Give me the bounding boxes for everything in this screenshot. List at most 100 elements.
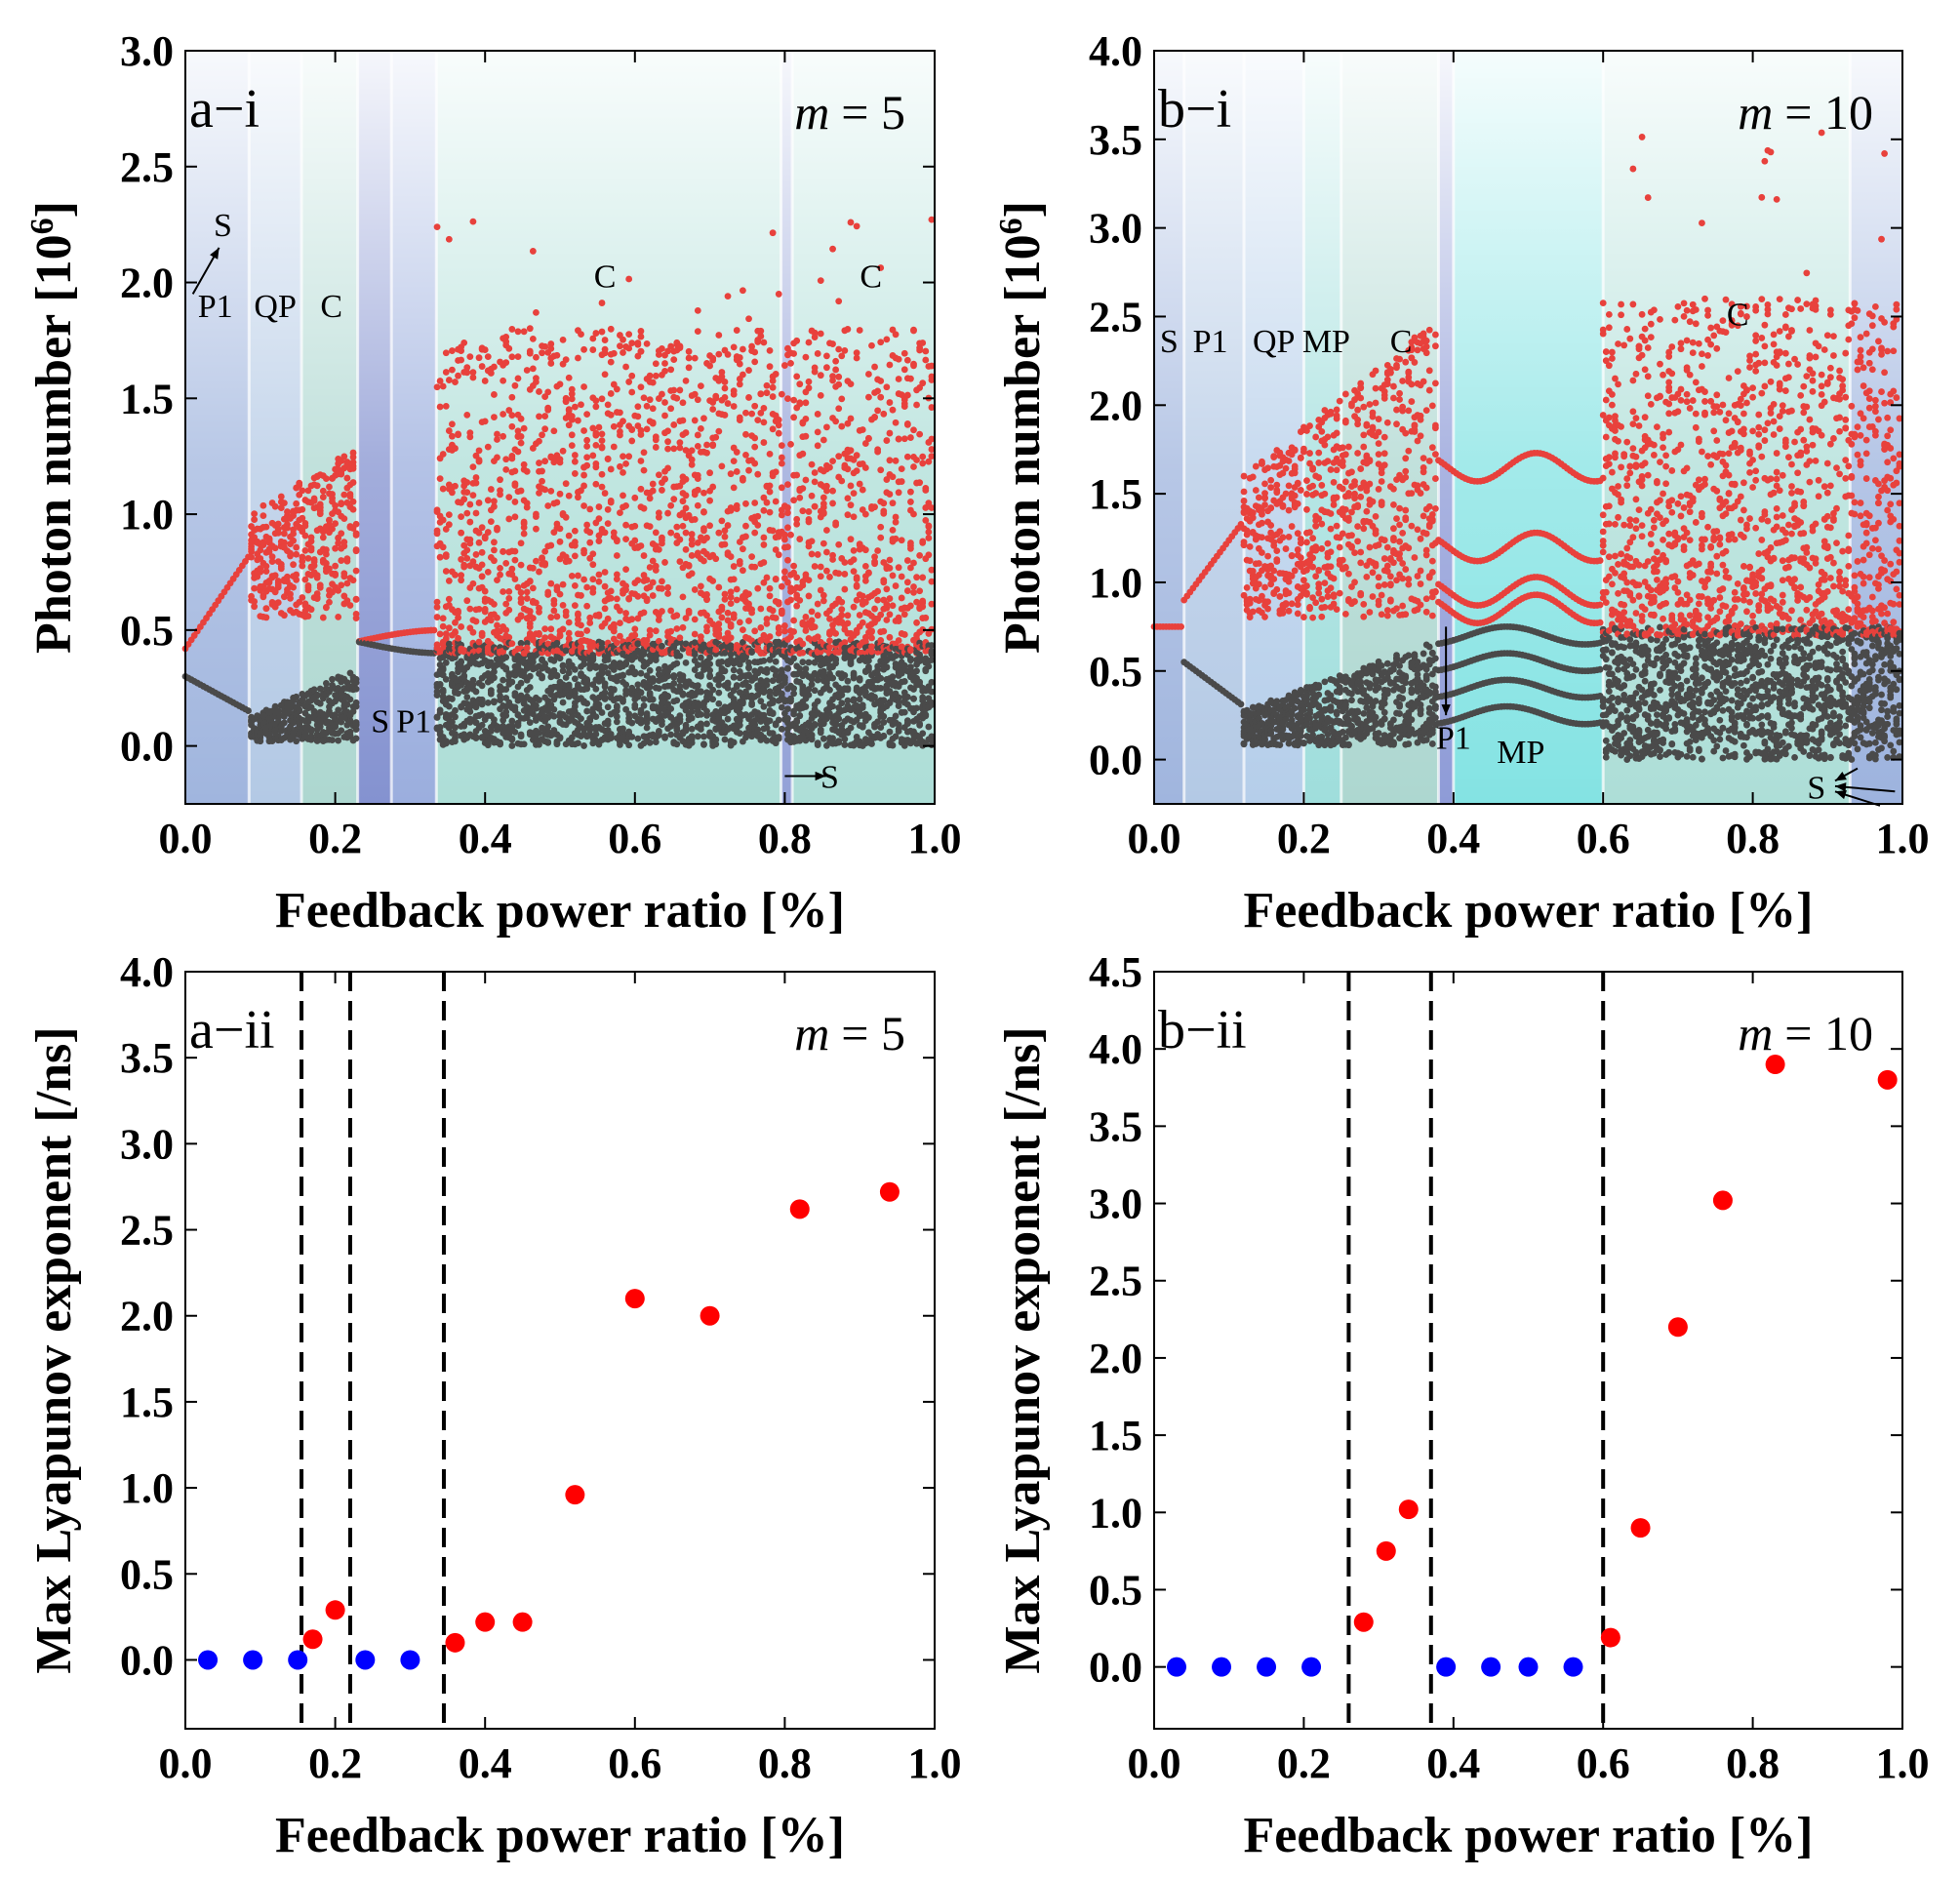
bifurcation-point [478, 632, 486, 640]
bifurcation-point [659, 608, 665, 615]
x-tick-label: 0.0 [159, 815, 213, 862]
bifurcation-point [694, 733, 701, 740]
bifurcation-point [622, 536, 629, 543]
bifurcation-point [727, 506, 735, 514]
bifurcation-point [886, 361, 894, 369]
bifurcation-point [529, 365, 537, 373]
bifurcation-point [832, 721, 840, 729]
bifurcation-point [326, 565, 333, 573]
bifurcation-point [625, 453, 633, 460]
bifurcation-point [307, 546, 315, 554]
bifurcation-point [449, 366, 456, 374]
bifurcation-point [694, 549, 701, 557]
bifurcation-point [491, 539, 498, 546]
bifurcation-point [523, 367, 531, 374]
bifurcation-point [745, 683, 752, 691]
bifurcation-point [643, 597, 651, 605]
bifurcation-point [481, 418, 489, 425]
bifurcation-point [718, 674, 726, 682]
bifurcation-point [251, 510, 259, 518]
bifurcation-point [709, 406, 717, 413]
bifurcation-point [439, 382, 447, 390]
bifurcation-point [293, 693, 300, 700]
bifurcation-point [349, 498, 357, 505]
bifurcation-point [730, 673, 738, 681]
bifurcation-point [260, 512, 267, 520]
bifurcation-point [739, 476, 746, 484]
bifurcation-point [487, 518, 495, 526]
bifurcation-point [343, 597, 351, 605]
bifurcation-point [817, 330, 824, 338]
bifurcation-point [730, 484, 738, 492]
bifurcation-point [664, 590, 671, 597]
bifurcation-point [640, 696, 648, 702]
bifurcation-point [838, 699, 846, 707]
bifurcation-point [652, 529, 660, 537]
bifurcation-point [580, 383, 587, 390]
bifurcation-point [352, 719, 360, 726]
bifurcation-point [643, 577, 651, 583]
bifurcation-point [775, 600, 782, 608]
bifurcation-point [463, 479, 471, 486]
bifurcation-point [598, 709, 606, 716]
bifurcation-point [601, 371, 609, 379]
bifurcation-point [661, 399, 668, 406]
bifurcation-point [847, 447, 855, 455]
bifurcation-point [607, 499, 615, 506]
bifurcation-point [580, 546, 587, 554]
bifurcation-point [850, 546, 858, 554]
bifurcation-point [847, 536, 855, 543]
bifurcation-point [826, 615, 833, 622]
bifurcation-point [301, 519, 309, 527]
bifurcation-point [808, 681, 816, 689]
bifurcation-point [562, 356, 570, 364]
bifurcation-point [910, 327, 917, 335]
bifurcation-point [847, 482, 855, 490]
bifurcation-point [900, 631, 908, 638]
bifurcation-point [352, 675, 360, 683]
bifurcation-point [655, 471, 662, 479]
bifurcation-point [466, 539, 474, 547]
bifurcation-point [760, 534, 768, 541]
bifurcation-point [877, 339, 885, 346]
bifurcation-point [631, 537, 639, 544]
bifurcation-point [730, 343, 738, 351]
bifurcation-point [634, 681, 642, 689]
bifurcation-point [682, 545, 690, 553]
bifurcation-point [544, 588, 552, 596]
bifurcation-point [439, 666, 447, 673]
bifurcation-point [736, 417, 743, 423]
bifurcation-point [715, 529, 723, 537]
bifurcation-point [586, 529, 594, 537]
bifurcation-point [706, 654, 713, 661]
bifurcation-point [257, 546, 264, 554]
bifurcation-point [568, 442, 576, 450]
bifurcation-point [329, 525, 336, 533]
bifurcation-point [637, 458, 645, 464]
bifurcation-point [850, 603, 858, 611]
bifurcation-point [697, 382, 704, 390]
bifurcation-point [907, 647, 914, 655]
bifurcation-point [583, 677, 591, 685]
bifurcation-point [529, 564, 537, 572]
bifurcation-point [304, 487, 312, 495]
bifurcation-point [925, 535, 933, 541]
bifurcation-point [838, 422, 846, 430]
bifurcation-point [814, 442, 821, 450]
bifurcation-point [565, 374, 573, 381]
bifurcation-point [652, 444, 660, 451]
bifurcation-point [601, 605, 609, 613]
bifurcation-point [910, 362, 917, 370]
bifurcation-point [352, 735, 360, 742]
bifurcation-point [697, 654, 704, 661]
bifurcation-point [703, 627, 710, 635]
bifurcation-point [766, 488, 774, 496]
bifurcation-point [533, 525, 540, 533]
bifurcation-point [784, 579, 791, 586]
bifurcation-point [332, 520, 339, 527]
bifurcation-point [508, 412, 516, 420]
bifurcation-point [676, 444, 684, 452]
bifurcation-point [838, 477, 846, 485]
bifurcation-point [814, 411, 821, 418]
bifurcation-point [900, 435, 908, 443]
